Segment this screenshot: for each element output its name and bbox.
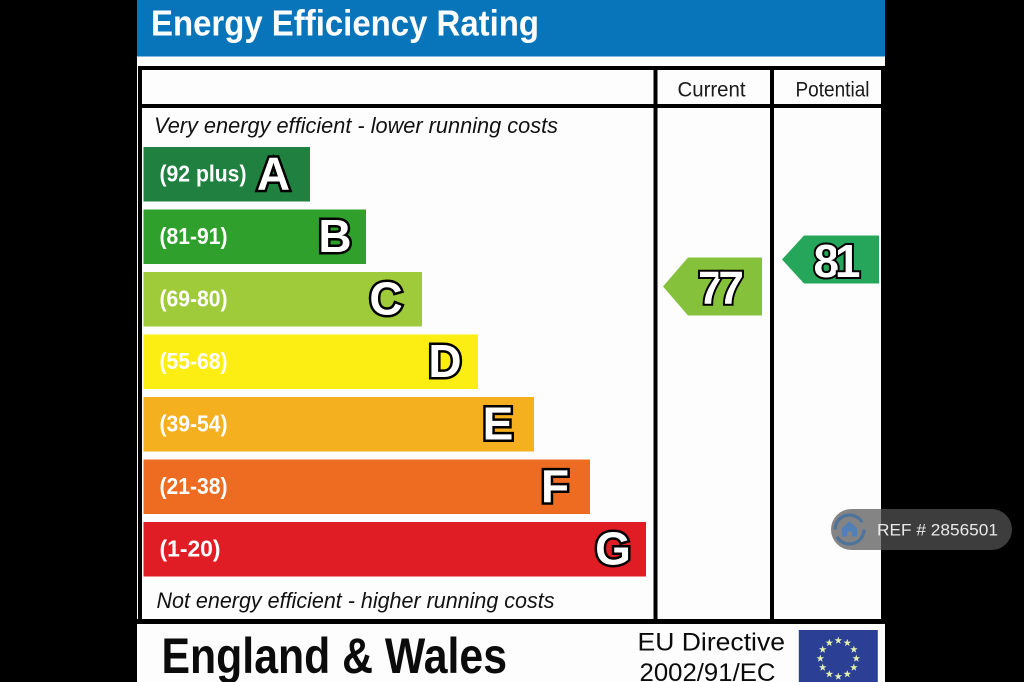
svg-text:B: B (318, 210, 351, 262)
svg-text:Energy Efficiency Rating: Energy Efficiency Rating (151, 3, 539, 44)
svg-text:REF # 2856501: REF # 2856501 (877, 521, 998, 540)
svg-text:(69-80): (69-80) (160, 286, 228, 312)
svg-text:(81-91): (81-91) (160, 223, 228, 249)
svg-text:Not energy efficient - higher: Not energy efficient - higher running co… (157, 588, 555, 613)
svg-text:Very energy efficient - lower: Very energy efficient - lower running co… (154, 113, 558, 138)
svg-text:England & Wales: England & Wales (162, 628, 508, 682)
svg-text:(39-54): (39-54) (160, 411, 228, 437)
svg-text:Potential: Potential (796, 79, 870, 102)
svg-text:D: D (428, 335, 461, 387)
svg-text:EU Directive: EU Directive (638, 629, 786, 657)
svg-text:2002/91/EC: 2002/91/EC (640, 659, 776, 682)
svg-text:A: A (257, 148, 290, 200)
svg-text:F: F (541, 460, 569, 512)
svg-text:E: E (483, 398, 514, 450)
svg-text:77: 77 (698, 262, 744, 314)
svg-text:(1-20): (1-20) (160, 536, 221, 562)
svg-text:(92 plus): (92 plus) (160, 161, 247, 187)
svg-text:C: C (369, 273, 402, 325)
svg-text:81: 81 (814, 235, 861, 287)
svg-text:Current: Current (678, 79, 746, 102)
svg-text:G: G (595, 523, 631, 575)
svg-text:(21-38): (21-38) (160, 473, 228, 499)
svg-text:(55-68): (55-68) (160, 348, 228, 374)
